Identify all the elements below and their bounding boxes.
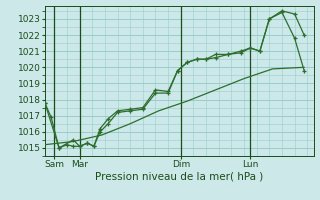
X-axis label: Pression niveau de la mer( hPa ): Pression niveau de la mer( hPa ) [95, 172, 263, 182]
